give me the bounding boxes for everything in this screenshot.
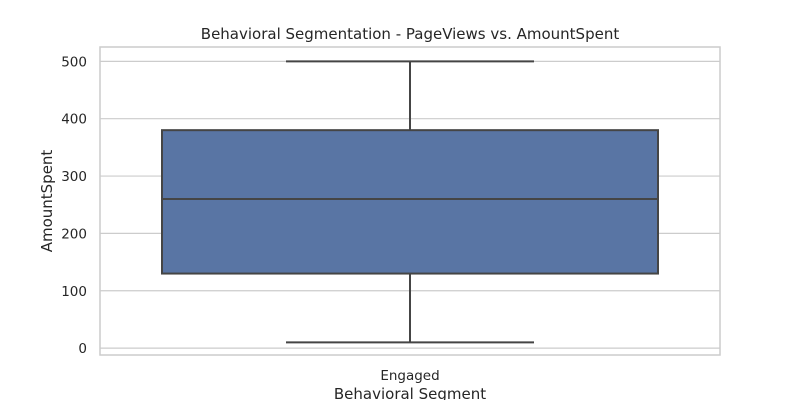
box-layer [161, 60, 659, 344]
tick-layer: 0 100 200 300 400 500 Engaged [61, 54, 439, 384]
y-tick-label: 0 [78, 341, 87, 357]
iqr-box [161, 129, 659, 275]
y-tick-label: 300 [61, 169, 87, 185]
y-tick-label: 400 [61, 112, 87, 128]
y-tick-label: 200 [61, 226, 87, 242]
y-axis-label: AmountSpent [38, 150, 56, 253]
chart-title: Behavioral Segmentation - PageViews vs. … [201, 25, 620, 43]
y-tick-label: 500 [61, 54, 87, 70]
x-tick-label: Engaged [380, 368, 439, 384]
x-axis-label: Behavioral Segment [334, 385, 486, 400]
plot-frame [99, 46, 721, 356]
y-tick-label: 100 [61, 284, 87, 300]
